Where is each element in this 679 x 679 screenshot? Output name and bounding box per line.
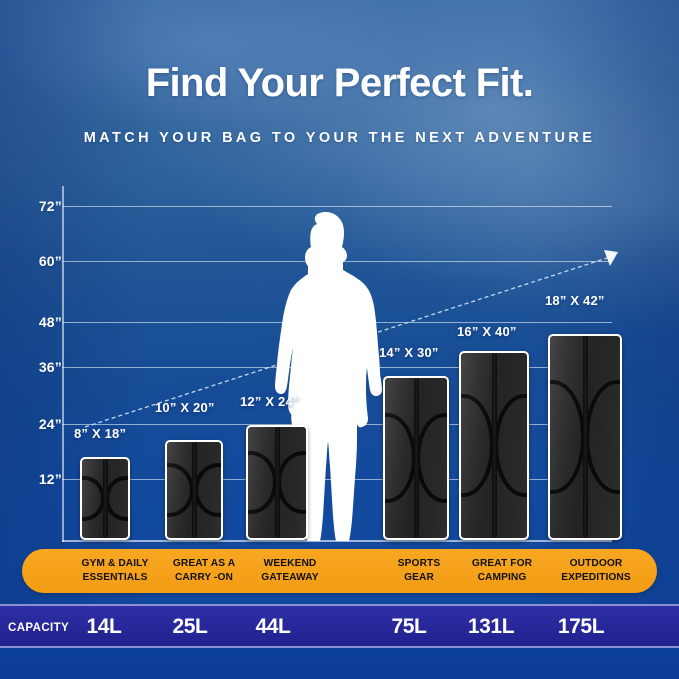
category-item-4-line1: SPORTS <box>397 558 441 569</box>
bag-1[interactable] <box>80 457 130 540</box>
bag-strap-vertical <box>274 427 280 538</box>
gridline-72 <box>62 206 612 207</box>
capacity-label: CAPACITY <box>8 622 70 634</box>
category-band: GYM & DAILY ESSENTIALS GREAT AS A CARRY … <box>22 549 657 593</box>
bag-strap-vertical <box>491 353 497 538</box>
gridline-24 <box>62 424 612 425</box>
category-item-2[interactable]: GREAT AS A CARRY -ON <box>150 557 258 585</box>
y-axis-tick-72: 72” <box>38 198 62 214</box>
bag-sheen <box>82 459 128 538</box>
y-axis-labels: 72” 60” 48” 36” 24” 12” <box>0 0 62 679</box>
bag-size-label-1: 8” X 18” <box>74 426 127 441</box>
capacity-band: CAPACITY 14L 25L 44L 75L 131L 175L <box>0 604 679 648</box>
footer-strip <box>0 648 679 679</box>
category-item-3[interactable]: WEEKEND GATEAWAY <box>234 557 346 585</box>
y-axis-tick-36: 36” <box>38 359 62 375</box>
bag-size-label-2: 10” X 20” <box>155 400 215 415</box>
bag-size-label-3: 12” X 24” <box>240 394 300 409</box>
category-item-6[interactable]: OUTDOOR EXPEDITIONS <box>540 557 652 585</box>
y-axis-tick-60: 60” <box>38 253 62 269</box>
category-item-2-line2: CARRY -ON <box>174 571 234 583</box>
capacity-value-4: 75L <box>391 615 427 638</box>
bag-strap-vertical <box>582 336 588 538</box>
capacity-value-6: 175L <box>557 615 605 638</box>
y-axis-tick-24: 24” <box>38 416 62 432</box>
bag-size-label-4: 14” X 30” <box>379 345 439 360</box>
bag-sheen <box>248 427 306 538</box>
category-item-3-line2: GATEAWAY <box>261 571 319 583</box>
category-item-5-line1: GREAT FOR <box>471 558 533 569</box>
category-item-1[interactable]: GYM & DAILY ESSENTIALS <box>60 557 170 585</box>
bag-sheen <box>461 353 527 538</box>
bag-sheen <box>167 442 221 538</box>
capacity-value-1: 14L <box>86 615 122 638</box>
capacity-value-5: 131L <box>467 615 515 638</box>
category-item-4-line2: GEAR <box>404 571 434 583</box>
y-axis-line <box>62 186 64 542</box>
category-item-6-line1: OUTDOOR <box>569 558 623 569</box>
y-axis-tick-12: 12” <box>38 471 62 487</box>
category-item-2-line1: GREAT AS A <box>172 558 236 569</box>
gridline-12 <box>62 479 612 480</box>
bag-strap-vertical <box>102 459 108 538</box>
category-item-1-line2: ESSENTIALS <box>82 571 148 583</box>
bag-4[interactable] <box>383 376 449 540</box>
x-axis-baseline <box>62 540 612 542</box>
bag-strap-vertical <box>191 442 197 538</box>
capacity-value-2: 25L <box>172 615 208 638</box>
capacity-value-3: 44L <box>255 615 291 638</box>
category-item-4[interactable]: SPORTS GEAR <box>369 557 469 585</box>
bag-size-label-5: 16” X 40” <box>457 324 517 339</box>
y-axis-tick-48: 48” <box>38 314 62 330</box>
bag-6[interactable] <box>548 334 622 540</box>
page-title: Find Your Perfect Fit. <box>145 61 534 105</box>
category-item-5-line2: CAMPING <box>477 571 527 583</box>
category-item-1-line1: GYM & DAILY <box>81 558 149 569</box>
bag-3[interactable] <box>246 425 308 540</box>
bag-sheen <box>550 336 620 538</box>
bag-sheen <box>385 378 447 538</box>
bag-size-label-6: 18” X 42” <box>545 293 605 308</box>
bag-5[interactable] <box>459 351 529 540</box>
gridline-48 <box>62 322 612 323</box>
category-item-6-line2: EXPEDITIONS <box>561 571 631 583</box>
category-item-5[interactable]: GREAT FOR CAMPING <box>449 557 555 585</box>
bag-strap-vertical <box>413 378 419 538</box>
page-subtitle: MATCH YOUR BAG TO YOUR THE NEXT ADVENTUR… <box>83 130 596 146</box>
category-item-3-line1: WEEKEND <box>263 558 317 569</box>
gridline-60 <box>62 261 612 262</box>
bag-2[interactable] <box>165 440 223 540</box>
gridline-36 <box>62 367 612 368</box>
